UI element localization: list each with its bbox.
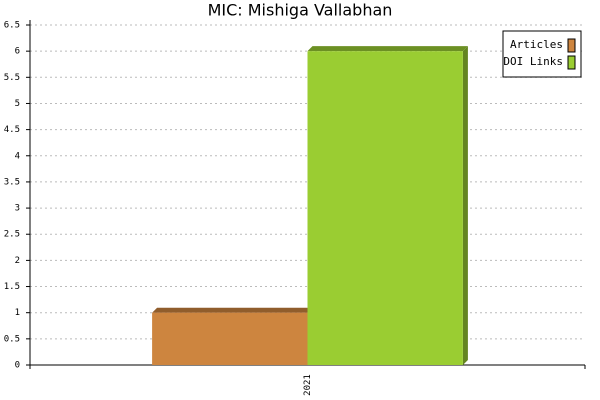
y-tick-label: 1.5 — [4, 282, 20, 292]
y-tick-label: 2.5 — [4, 230, 20, 240]
chart-title: MIC: Mishiga Vallabhan — [208, 1, 393, 20]
y-tick-label: 6 — [15, 47, 20, 57]
y-tick-label: 2 — [15, 256, 20, 266]
bar-side — [462, 46, 468, 366]
bar-top — [307, 46, 468, 52]
legend-label: Articles — [510, 38, 563, 51]
legend-swatch — [567, 38, 576, 53]
bar-top — [152, 307, 313, 313]
legend-label: DOI Links — [503, 55, 563, 68]
y-tick-label: 1 — [15, 308, 20, 318]
legend-swatch — [567, 55, 576, 70]
y-tick-label: 4 — [15, 151, 20, 161]
y-tick-label: 5 — [15, 99, 20, 109]
y-tick-label: 4.5 — [4, 125, 20, 135]
y-tick-label: 3.5 — [4, 177, 20, 187]
legend: Articles DOI Links — [502, 30, 582, 78]
bar — [152, 312, 308, 365]
y-tick-label: 6.5 — [4, 21, 20, 31]
bar — [307, 51, 463, 366]
y-tick-label: 3 — [15, 204, 20, 214]
y-tick-label: 5.5 — [4, 73, 20, 83]
y-tick-label: 0.5 — [4, 334, 20, 344]
y-tick-label: 0 — [15, 361, 20, 371]
x-tick-label: 2021 — [303, 374, 313, 396]
